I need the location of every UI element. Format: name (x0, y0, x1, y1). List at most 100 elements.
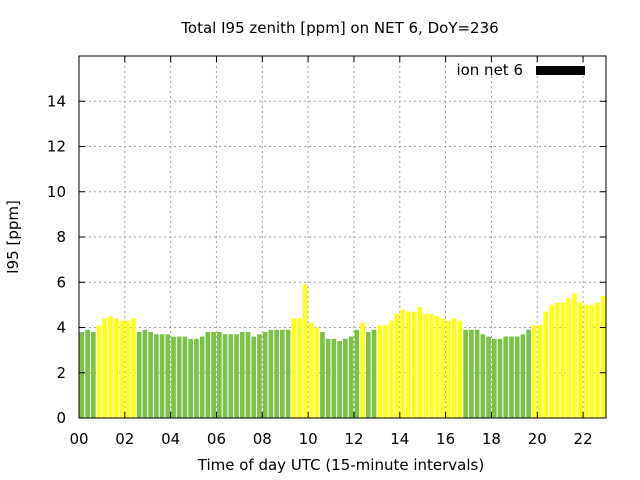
x-axis-label: Time of day UTC (15-minute intervals) (197, 456, 484, 474)
bar (257, 334, 262, 418)
bar (532, 325, 537, 418)
bar (297, 318, 302, 418)
bar (457, 320, 463, 418)
y-tick-label: 4 (56, 319, 66, 337)
x-tick-label: 04 (161, 430, 180, 448)
bar (549, 304, 554, 418)
bar (234, 334, 239, 418)
y-tick-label: 0 (56, 409, 66, 427)
bar (85, 329, 90, 418)
bar (474, 329, 480, 418)
bar (583, 304, 589, 418)
x-tick-label: 00 (69, 430, 88, 448)
bar (159, 334, 165, 418)
bar (388, 320, 394, 418)
bar (509, 336, 514, 418)
bar (434, 316, 440, 418)
chart-title: Total I95 zenith [ppm] on NET 6, DoY=236 (180, 19, 498, 37)
bar (96, 325, 102, 418)
y-tick-label: 10 (47, 183, 66, 201)
bar (520, 334, 526, 418)
bar (125, 320, 131, 418)
bar (469, 329, 474, 418)
y-tick-label: 14 (47, 92, 66, 110)
x-tick-label: 20 (528, 430, 547, 448)
bar (280, 329, 285, 418)
bar (400, 309, 405, 418)
bar (314, 327, 320, 418)
bar (486, 336, 491, 418)
bar (171, 336, 176, 418)
bar (308, 322, 314, 418)
y-tick-label: 12 (47, 138, 66, 156)
bar (411, 311, 417, 418)
bar (451, 318, 457, 418)
bar (222, 334, 228, 418)
bar (383, 325, 388, 418)
grid (79, 56, 606, 418)
bar (268, 329, 274, 418)
bar (394, 313, 400, 418)
x-tick-label: 18 (482, 430, 501, 448)
legend: ion net 6 (456, 61, 585, 79)
bar (113, 318, 119, 418)
bar (79, 332, 85, 418)
bar (102, 318, 108, 418)
x-tick-label: 02 (115, 430, 134, 448)
bar (348, 336, 354, 418)
bar (176, 336, 182, 418)
bar (354, 329, 360, 418)
bar (428, 313, 434, 418)
bar (491, 338, 497, 418)
bar (337, 341, 342, 418)
bar (423, 313, 428, 418)
y-axis-label: I95 [ppm] (4, 200, 22, 274)
bar (572, 293, 577, 418)
bar (371, 329, 377, 418)
x-tick-label: 10 (299, 430, 318, 448)
bar (199, 336, 205, 418)
bar (566, 298, 572, 418)
bar (302, 284, 308, 418)
bar (600, 295, 606, 418)
bars (79, 284, 606, 418)
y-tick-label: 8 (56, 228, 66, 246)
y-tick-label: 6 (56, 273, 66, 291)
bar (537, 325, 543, 418)
bar (503, 336, 509, 418)
bar (148, 332, 153, 418)
x-tick-label: 14 (390, 430, 409, 448)
bar (480, 334, 486, 418)
bar (360, 322, 365, 418)
x-tick-label: 08 (253, 430, 272, 448)
legend-swatch (536, 66, 585, 75)
bar (262, 332, 268, 418)
bar (119, 320, 125, 418)
bar (182, 336, 188, 418)
bar (514, 336, 520, 418)
bar (406, 311, 411, 418)
bar (446, 320, 451, 418)
bar (285, 329, 291, 418)
bar (251, 336, 257, 418)
bar (205, 332, 211, 418)
bar (153, 334, 159, 418)
bar (131, 318, 136, 418)
legend-label: ion net 6 (456, 61, 523, 79)
bar (108, 316, 113, 418)
bar (463, 329, 469, 418)
bar (194, 338, 199, 418)
bar (228, 334, 234, 418)
x-tick-label: 22 (574, 430, 593, 448)
bar (165, 334, 171, 418)
bar (440, 318, 446, 418)
bar (320, 332, 325, 418)
bar (543, 311, 549, 418)
bar (90, 332, 96, 418)
x-tick-label: 12 (344, 430, 363, 448)
bar (142, 329, 148, 418)
y-tick-label: 2 (56, 364, 66, 382)
bar (595, 302, 600, 418)
